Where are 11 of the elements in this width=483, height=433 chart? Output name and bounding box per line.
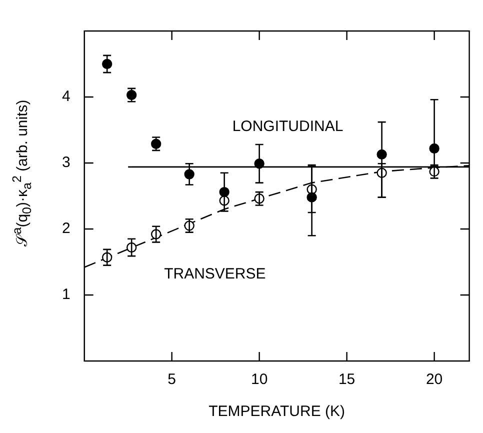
x-axis-title: TEMPERATURE (K)	[208, 403, 346, 420]
x-tick-label: 5	[168, 371, 176, 388]
x-tick-label: 10	[250, 371, 268, 388]
y-tick-label: 2	[62, 220, 70, 238]
y-tick-label: 1	[62, 286, 70, 304]
y-tick-label: 3	[62, 154, 70, 172]
y-tick-label: 4	[62, 88, 70, 106]
x-tick-label: 20	[426, 371, 443, 388]
series-label: TRANSVERSE	[164, 265, 266, 282]
text: LONGITUDINAL	[232, 118, 344, 136]
x-tick-label: 15	[338, 371, 356, 388]
